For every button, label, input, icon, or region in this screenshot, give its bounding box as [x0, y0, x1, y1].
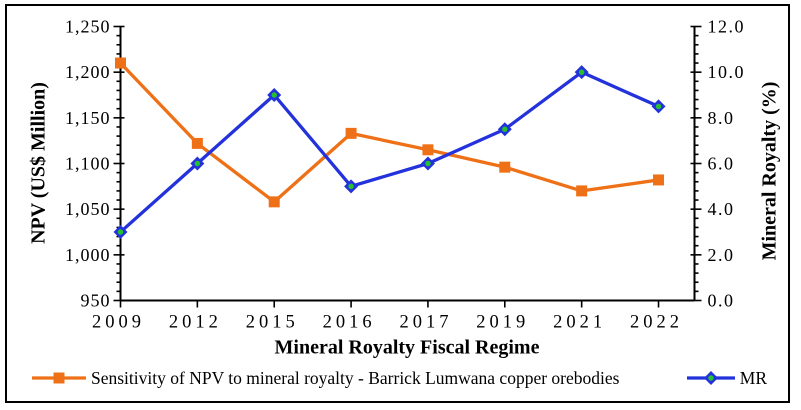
data-point-marker [115, 57, 126, 69]
marker-center-dot [425, 160, 431, 167]
x-axis-ticks [119, 300, 660, 308]
marker-center-dot [578, 69, 585, 75]
left-tick-label: 1,000 [65, 245, 111, 265]
right-tick-label: 10.0 [708, 62, 746, 82]
x-tick-label: 2012 [169, 313, 222, 333]
right-tick-label: 4.0 [708, 199, 735, 219]
x-tick-label: 2016 [323, 313, 376, 333]
right-tick-label: 8.0 [708, 108, 735, 128]
x-tick-label: 2017 [399, 313, 452, 333]
mr-legend-marker [686, 370, 735, 386]
marker-center-dot [194, 160, 201, 167]
left-tick-label: 1,050 [65, 199, 111, 219]
marker-center-dot [348, 183, 354, 190]
marker-center-dot [271, 92, 277, 98]
npv-series [115, 57, 665, 208]
left-tick-label: 1,100 [65, 154, 111, 174]
npv-legend-label: Sensitivity of NPV to mineral royalty - … [91, 367, 620, 388]
right-tick-label: 2.0 [708, 245, 735, 265]
data-point-marker [499, 161, 511, 173]
x-tick-label: 2015 [246, 313, 299, 333]
axes [119, 26, 696, 302]
right-tick-label: 12.0 [708, 17, 746, 37]
x-axis-title: Mineral Royalty Fiscal Regime [274, 336, 540, 359]
data-point-marker [653, 174, 665, 186]
right-axis-tick-labels: 0.0 2.0 4.0 6.0 8.0 10.0 12.0 [708, 17, 746, 311]
left-axis-tick-labels: 950 1,000 1,050 1,100 1,150 1,200 1,250 [65, 17, 111, 311]
npv-legend-marker [32, 370, 86, 386]
marker-center-dot [502, 126, 508, 132]
series-line [119, 70, 660, 234]
right-tick-label: 6.0 [708, 154, 735, 174]
data-point-marker [345, 127, 357, 139]
x-tick-label: 2021 [553, 313, 606, 333]
data-point-marker [576, 185, 588, 197]
x-axis-tick-labels: 2009 2012 2015 2016 2017 2019 2021 2022 [92, 313, 683, 333]
left-tick-label: 950 [81, 291, 111, 311]
left-y-axis-title: NPV (US$ Million) [27, 82, 50, 244]
left-tick-label: 1,200 [65, 62, 111, 82]
data-point-marker [422, 144, 434, 156]
x-tick-label: 2022 [630, 313, 683, 333]
data-point-marker [268, 196, 280, 208]
right-y-axis-title: Mineral Royalty (%) [758, 81, 781, 261]
legend-item-npv: Sensitivity of NPV to mineral royalty - … [32, 368, 619, 389]
series-line [119, 61, 659, 204]
marker-center-dot [655, 103, 662, 110]
mr-legend-label: MR [739, 367, 767, 388]
left-tick-label: 1,250 [65, 17, 111, 37]
mr-series [113, 65, 666, 239]
x-tick-label: 2009 [92, 313, 145, 333]
marker-center-dot [117, 229, 124, 235]
right-tick-label: 0.0 [708, 291, 735, 311]
right-axis-ticks [690, 25, 702, 302]
data-point-marker [191, 137, 203, 149]
left-tick-label: 1,150 [65, 108, 111, 128]
x-tick-label: 2019 [476, 313, 529, 333]
legend: Sensitivity of NPV to mineral royalty - … [0, 366, 801, 390]
legend-item-mr: MR [686, 367, 767, 389]
